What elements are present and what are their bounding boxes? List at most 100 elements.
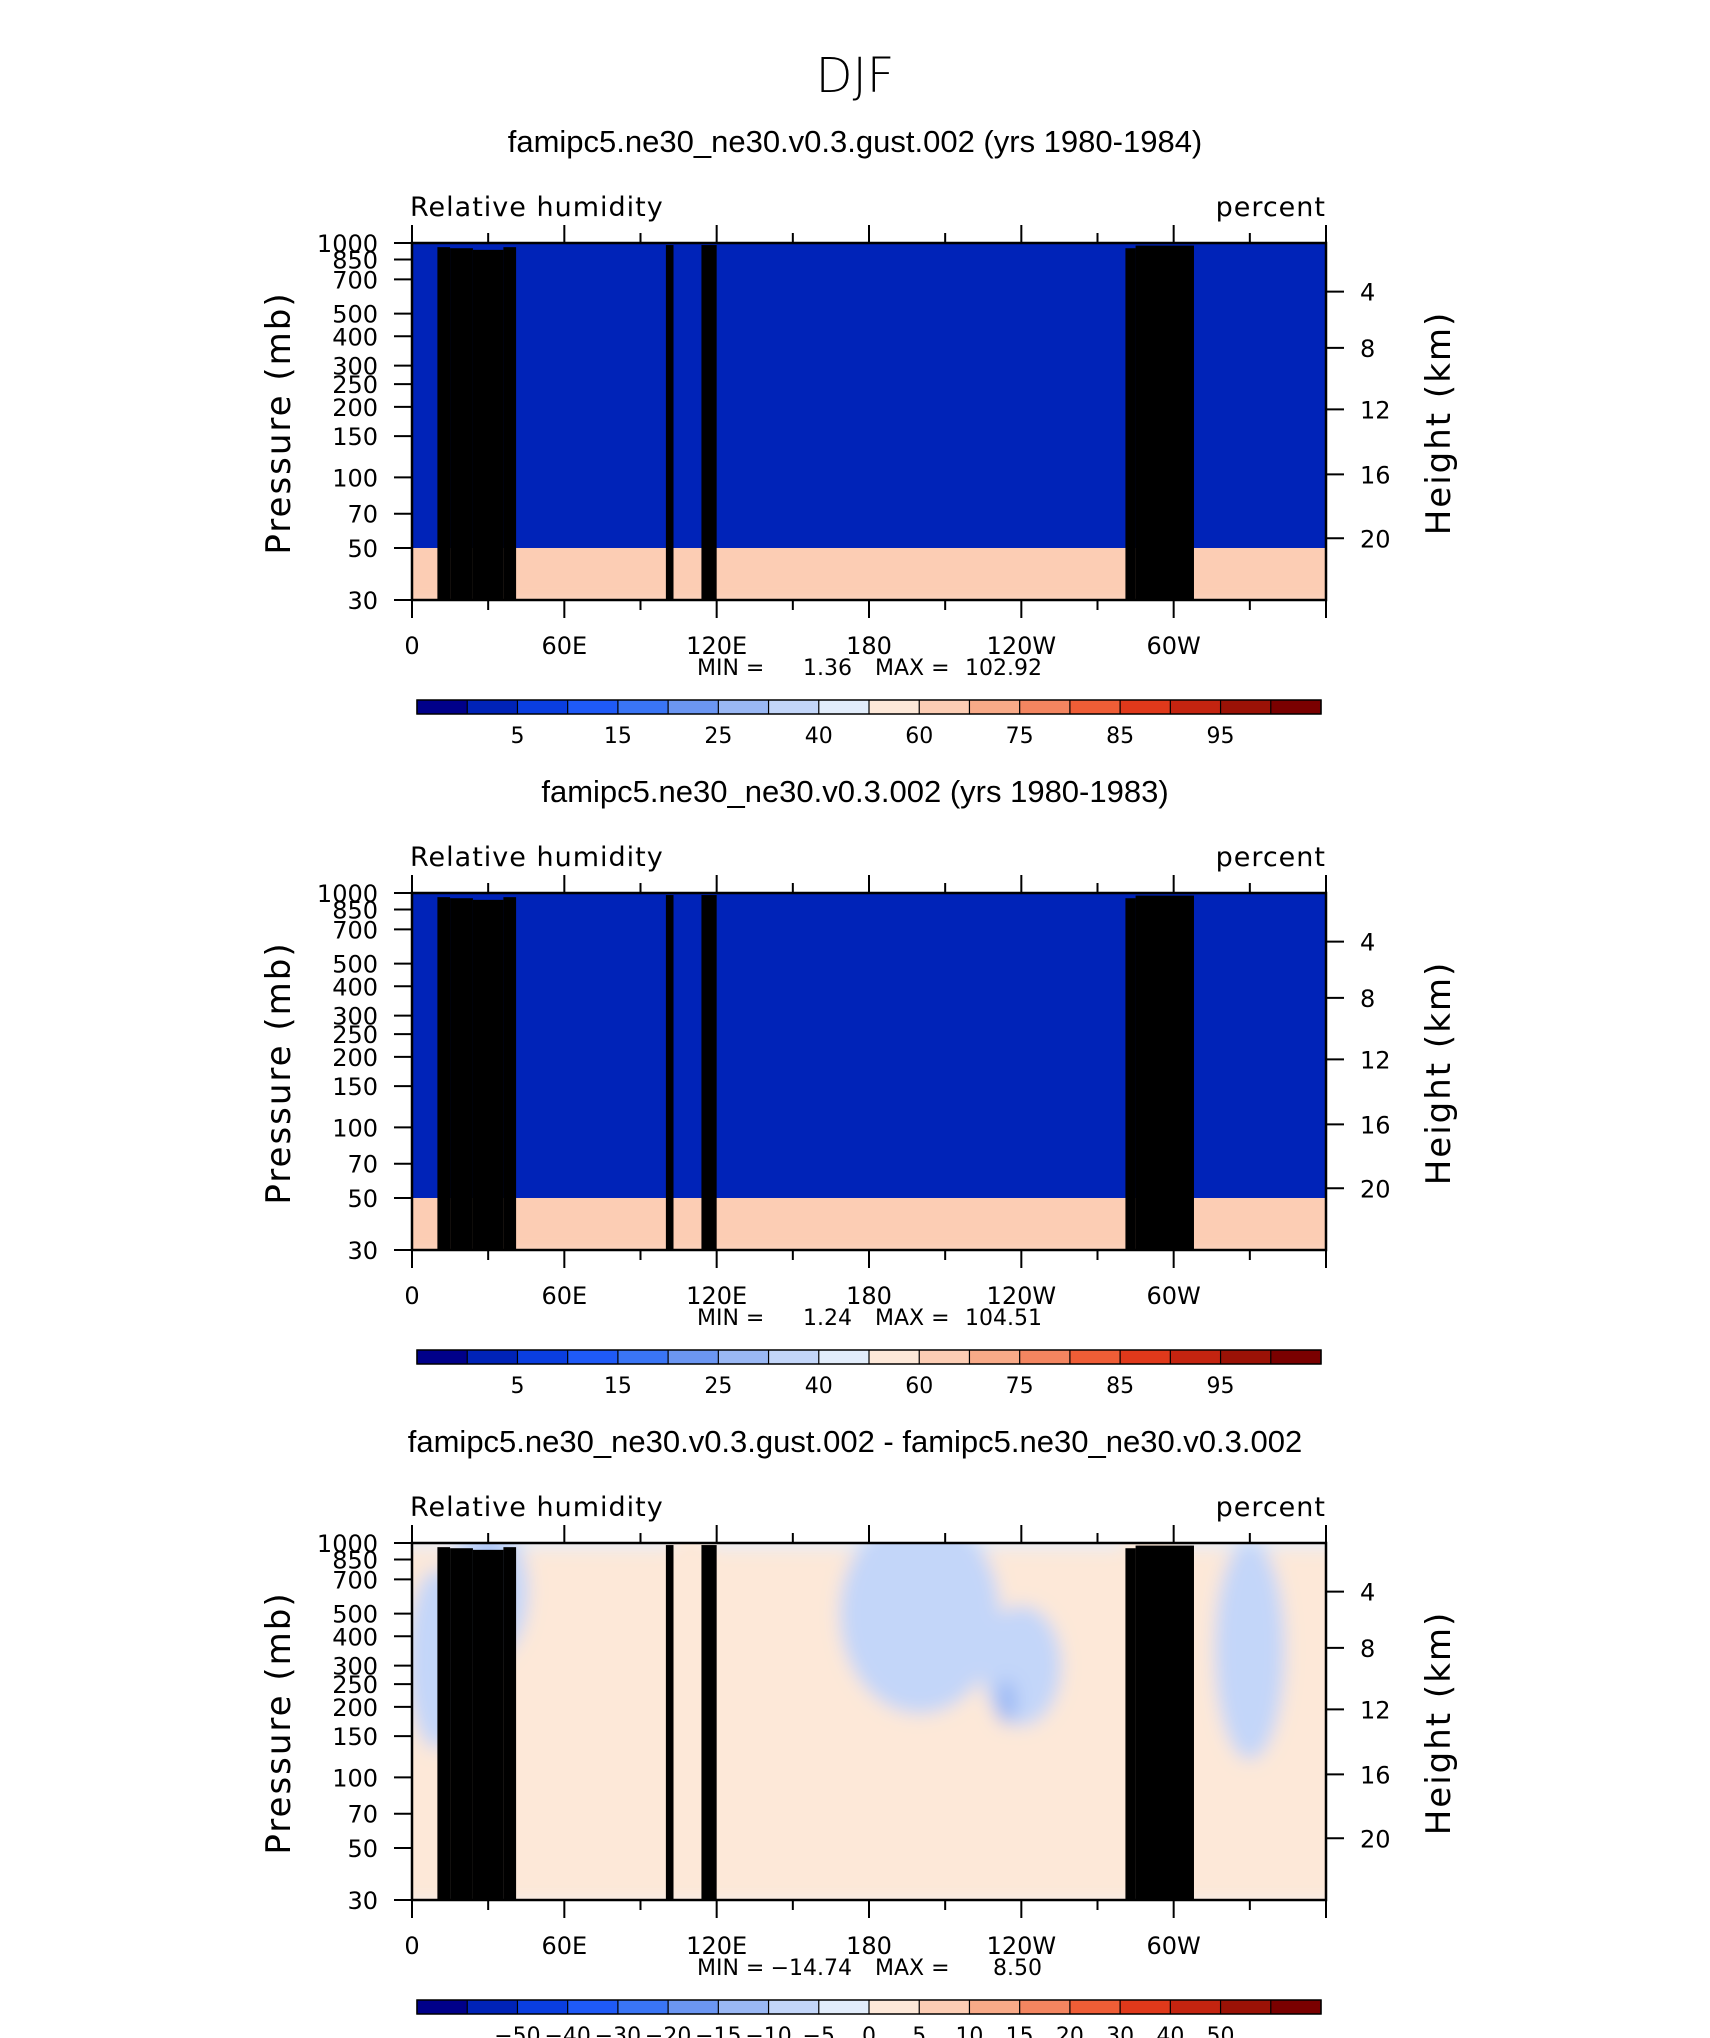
terrain-mask	[472, 899, 504, 1250]
stats-min-value: −14.74	[771, 1956, 852, 1981]
contour-field	[412, 243, 1326, 600]
colorbar-swatch	[417, 1350, 468, 1364]
colorbar-swatch	[1220, 700, 1272, 714]
stats-max-label: MAX =	[875, 1306, 950, 1331]
colorbar-swatch	[567, 700, 619, 714]
y2-tick-label: 20	[1360, 525, 1391, 553]
y-tick-label: 50	[347, 1835, 378, 1863]
y-tick-label: 30	[347, 1887, 378, 1915]
y2-tick-label: 4	[1360, 279, 1375, 307]
colorbar-swatch	[818, 1350, 870, 1364]
panel-left-label: Relative humidity	[410, 842, 664, 873]
y2-tick-label: 12	[1360, 1046, 1391, 1074]
contour-field	[412, 893, 1326, 1250]
x-tick-label: 180	[846, 1932, 892, 1960]
stats-min-value: 1.24	[803, 1306, 852, 1331]
colorbar-swatch	[467, 1350, 518, 1364]
y-tick-label: 500	[332, 1601, 378, 1629]
contour-region	[412, 243, 1326, 548]
y-tick-label: 1000	[317, 1530, 378, 1558]
panel-2: famipc5.ne30_ne30.v0.3.002 (yrs 1980-198…	[259, 774, 1459, 1399]
terrain-mask	[1135, 895, 1194, 1250]
y-tick-label: 1000	[317, 230, 378, 258]
colorbar-swatch	[668, 1350, 719, 1364]
contour-region	[996, 1679, 1017, 1724]
colorbar-swatch	[768, 700, 820, 714]
y2-tick-label: 16	[1360, 1761, 1391, 1789]
contour-region	[839, 1543, 1000, 1714]
y-tick-label: 300	[332, 1003, 378, 1031]
y-tick-label: 150	[332, 1073, 378, 1101]
y2-tick-label: 20	[1360, 1175, 1391, 1203]
colorbar-swatch	[1220, 2000, 1272, 2014]
colorbar-frame	[416, 1999, 1322, 2015]
y-tick-label: 50	[347, 535, 378, 563]
colorbar-swatch	[869, 2000, 920, 2014]
colorbar-swatch	[1120, 700, 1171, 714]
stats-min-label: MIN =	[697, 656, 764, 681]
colorbar-label: 85	[1106, 724, 1134, 749]
y-tick-label: 70	[347, 1801, 378, 1829]
colorbar-frame	[416, 1349, 1322, 1365]
contour-region	[412, 893, 1326, 1198]
x-tick-label: 180	[846, 1282, 892, 1310]
panel-left-label: Relative humidity	[410, 1492, 664, 1523]
contour-field	[412, 1543, 1326, 1900]
y-axis-label: Pressure (mb)	[259, 291, 299, 554]
colorbar-swatch	[1069, 1350, 1121, 1364]
terrain-mask	[701, 245, 717, 600]
stats-min-label: MIN =	[697, 1306, 764, 1331]
colorbar-label: −15	[695, 2024, 741, 2038]
stats-max-value: 102.92	[965, 656, 1042, 681]
colorbar-swatch	[1019, 2000, 1071, 2014]
colorbar-label: 75	[1006, 1374, 1034, 1399]
terrain-mask	[665, 895, 674, 1250]
terrain-mask	[665, 1545, 674, 1900]
x-tick-label: 120W	[987, 1932, 1057, 1960]
x-tick-label: 120E	[686, 1282, 747, 1310]
colorbar-swatch	[869, 700, 920, 714]
y-tick-label: 700	[332, 266, 378, 294]
y-tick-label: 250	[332, 1671, 378, 1699]
y-tick-label: 50	[347, 1185, 378, 1213]
x-tick-label: 60E	[541, 1282, 587, 1310]
colorbar-label: −50	[494, 2024, 540, 2038]
colorbar-label: 75	[1006, 724, 1034, 749]
panel-1: famipc5.ne30_ne30.v0.3.gust.002 (yrs 198…	[259, 124, 1459, 749]
colorbar-swatch	[1170, 2000, 1222, 2014]
y-tick-label: 700	[332, 916, 378, 944]
y-tick-label: 70	[347, 1151, 378, 1179]
colorbar-swatch	[1120, 2000, 1171, 2014]
y-tick-label: 250	[332, 371, 378, 399]
x-tick-label: 120W	[987, 1282, 1057, 1310]
y-tick-label: 70	[347, 501, 378, 529]
colorbar-swatch	[467, 700, 518, 714]
colorbar-swatch	[517, 1350, 569, 1364]
colorbar-swatch	[668, 2000, 719, 2014]
y-tick-label: 30	[347, 1237, 378, 1265]
panel-title: famipc5.ne30_ne30.v0.3.002 (yrs 1980-198…	[541, 774, 1168, 809]
terrain-mask	[503, 1547, 517, 1900]
panel-title: famipc5.ne30_ne30.v0.3.gust.002 - famipc…	[408, 1424, 1303, 1459]
colorbar-swatch	[668, 700, 719, 714]
y2-tick-label: 20	[1360, 1825, 1391, 1853]
colorbar-label: −30	[595, 2024, 641, 2038]
y-tick-label: 850	[332, 1547, 378, 1575]
colorbar-swatch	[617, 700, 669, 714]
y-axis-label: Pressure (mb)	[259, 941, 299, 1204]
colorbar-swatch	[969, 700, 1021, 714]
y2-tick-label: 16	[1360, 1111, 1391, 1139]
colorbar-swatch	[617, 1350, 669, 1364]
colorbar-swatch	[1270, 2000, 1322, 2014]
colorbar-label: 40	[1156, 2024, 1184, 2038]
x-tick-label: 120E	[686, 1932, 747, 1960]
terrain-mask	[1125, 898, 1136, 1250]
contour-region	[1214, 1543, 1285, 1760]
colorbar-swatch	[1019, 1350, 1071, 1364]
panel-right-label: percent	[1216, 1492, 1326, 1523]
colorbar-label: 25	[704, 1374, 732, 1399]
colorbar-label: 0	[862, 2024, 876, 2038]
y-tick-label: 150	[332, 423, 378, 451]
y-tick-label: 200	[332, 1694, 378, 1722]
